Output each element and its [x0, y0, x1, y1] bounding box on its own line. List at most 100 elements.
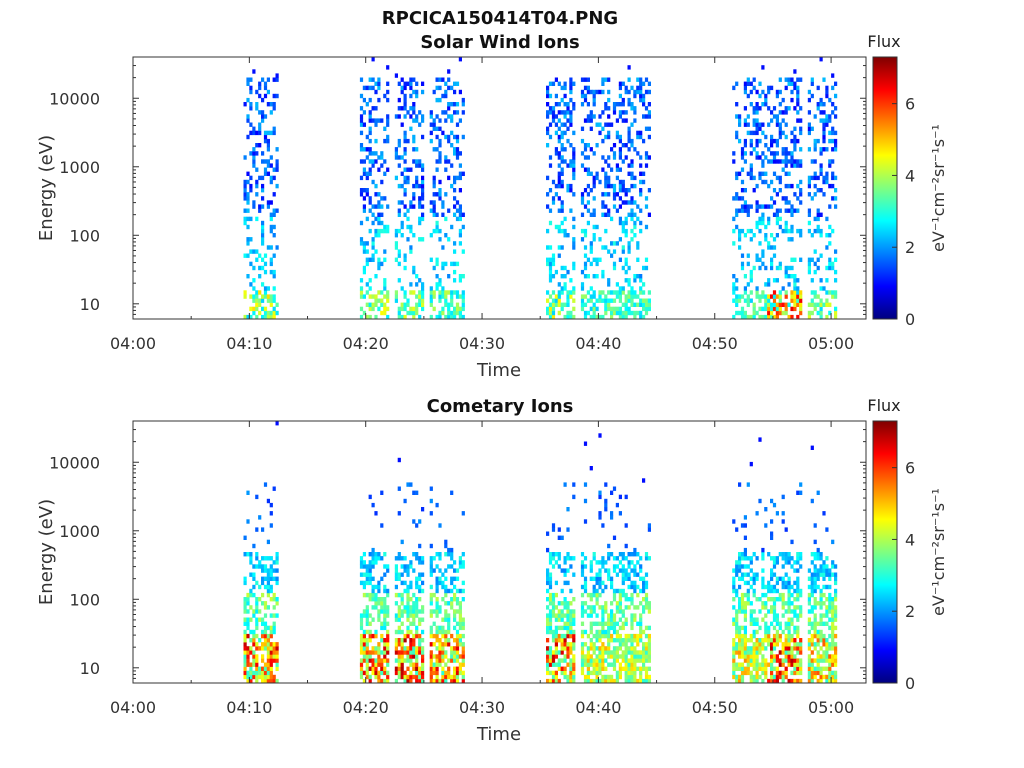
heatmap-cell [755, 674, 759, 680]
heatmap-cell [580, 294, 585, 299]
heatmap-cell [371, 179, 375, 185]
heatmap-cell [595, 580, 599, 586]
heatmap-cell [551, 290, 556, 295]
heatmap-cell [732, 646, 736, 651]
heatmap-cell [793, 666, 797, 671]
heatmap-cell [263, 584, 268, 590]
heatmap-cell [615, 282, 619, 287]
heatmap-cell [386, 658, 390, 663]
heatmap-cell [627, 597, 631, 602]
heatmap-cell [807, 584, 811, 590]
heatmap-cell [572, 241, 576, 246]
heatmap-cell [767, 638, 771, 643]
heatmap-cell [371, 502, 375, 508]
heatmap-cell [633, 666, 637, 671]
heatmap-cell [246, 646, 250, 651]
heatmap-cell [746, 601, 750, 606]
heatmap-cell [563, 580, 567, 586]
x-tick-label: 04:30 [459, 698, 505, 717]
heatmap-cell [828, 572, 832, 577]
heatmap-cell [822, 674, 826, 680]
heatmap-cell [598, 662, 602, 667]
heatmap-cell [386, 629, 390, 635]
heatmap-cell [644, 114, 649, 119]
heatmap-cell [775, 576, 779, 581]
heatmap-cell [269, 216, 273, 222]
heatmap-cell [560, 167, 564, 172]
heatmap-cell [263, 678, 268, 684]
heatmap-cell [258, 253, 262, 258]
heatmap-cell [359, 642, 364, 647]
heatmap-cell [406, 625, 410, 631]
heatmap-cell [767, 625, 771, 631]
heatmap-cell [621, 290, 625, 295]
heatmap-cell [572, 167, 576, 172]
heatmap-cell [828, 138, 832, 144]
heatmap-cell [365, 638, 369, 643]
heatmap-cell [807, 175, 811, 181]
heatmap-cell [418, 204, 422, 209]
heatmap-cell [246, 621, 250, 626]
heatmap-cell [383, 286, 387, 291]
heatmap-cell [557, 310, 561, 316]
heatmap-cell [770, 678, 774, 684]
heatmap-cell [618, 625, 622, 631]
heatmap-cell [368, 77, 372, 82]
heatmap-cell [612, 261, 617, 267]
heatmap-cell [421, 175, 425, 181]
heatmap-cell [455, 621, 460, 626]
heatmap-cell [365, 609, 369, 614]
heatmap-cell [621, 286, 625, 291]
heatmap-cell [455, 122, 460, 127]
heatmap-cell [563, 560, 567, 565]
heatmap-cell [764, 666, 768, 671]
heatmap-cell [432, 633, 436, 639]
heatmap-cell [444, 617, 448, 622]
heatmap-cell [249, 102, 253, 107]
heatmap-cell [418, 617, 422, 622]
heatmap-cell [834, 188, 838, 193]
heatmap-cell [397, 183, 401, 189]
heatmap-cell [772, 114, 777, 119]
heatmap-cell [554, 298, 558, 303]
heatmap-cell [819, 57, 823, 62]
heatmap-cell [560, 200, 564, 205]
heatmap-cell [435, 666, 439, 671]
heatmap-cell [252, 564, 256, 569]
heatmap-cell [435, 502, 439, 508]
heatmap-cell [263, 269, 268, 275]
heatmap-cell [441, 245, 445, 250]
heatmap-cell [618, 642, 622, 647]
heatmap-cell [255, 621, 259, 626]
heatmap-cell [825, 114, 829, 119]
heatmap-cell [269, 662, 273, 667]
heatmap-cell [572, 670, 576, 676]
heatmap-cell [621, 666, 625, 671]
heatmap-cell [409, 564, 413, 569]
heatmap-cell [394, 241, 398, 246]
heatmap-cell [444, 298, 448, 303]
heatmap-cell [365, 580, 369, 586]
heatmap-cell [412, 662, 416, 667]
heatmap-cell [461, 274, 465, 279]
heatmap-cell [764, 134, 768, 140]
heatmap-cell [580, 102, 585, 107]
heatmap-cell [400, 642, 404, 647]
heatmap-cell [429, 564, 433, 569]
heatmap-cell [604, 658, 608, 663]
heatmap-cell [255, 678, 259, 684]
heatmap-cell [548, 621, 553, 626]
heatmap-cell [362, 204, 366, 209]
heatmap-cell [548, 310, 553, 316]
heatmap-cell [572, 609, 576, 614]
heatmap-cell [793, 81, 797, 86]
heatmap-cell [775, 629, 779, 635]
heatmap-cell [359, 147, 364, 152]
heatmap-cell [770, 572, 774, 577]
heatmap-cell [642, 93, 646, 99]
heatmap-cell [438, 118, 442, 123]
heatmap-cell [799, 592, 803, 598]
heatmap-cell [435, 605, 439, 610]
heatmap-cell [246, 179, 250, 185]
heatmap-cell [772, 237, 777, 242]
